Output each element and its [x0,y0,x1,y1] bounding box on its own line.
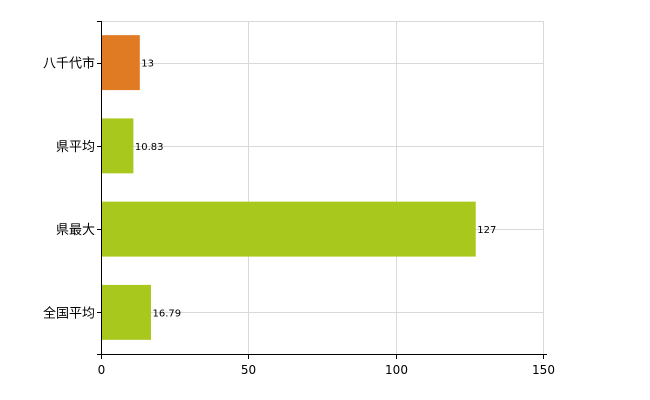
axes [97,21,547,359]
data-label-1: 10.83 [135,142,164,153]
data-label-3: 16.79 [152,308,181,319]
bars [101,35,476,340]
data-label-0: 13 [141,59,154,70]
category-label-0: 八千代市 [43,56,95,72]
x-tick-label-3: 150 [532,363,555,377]
x-tick-label-1: 50 [241,363,256,377]
bar-0 [101,35,140,91]
category-label-2: 県最大 [56,223,95,238]
x-tick-label-2: 100 [385,363,408,377]
bar-1 [101,118,134,174]
grid-lines [101,21,544,354]
data-label-2: 127 [477,225,496,236]
bar-3 [101,284,151,340]
category-label-1: 県平均 [56,140,95,155]
labels: 八千代市 13 県平均 10.83 県最大 127 全国平均 16.79 0 50 100 150 [43,56,555,377]
category-label-3: 全国平均 [43,305,95,321]
x-tick-label-0: 0 [98,363,106,377]
bar-2 [101,201,476,257]
